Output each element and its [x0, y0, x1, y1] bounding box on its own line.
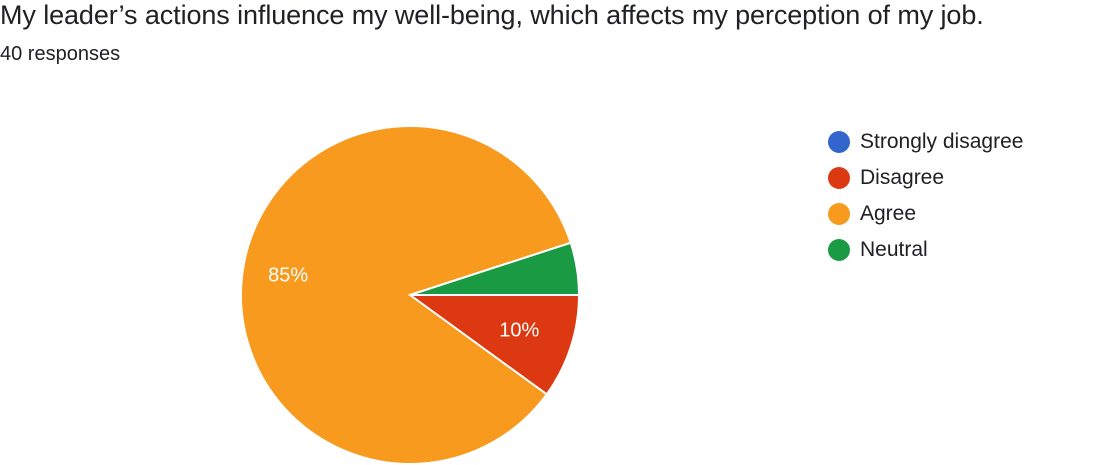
pie-slice-agree[interactable] — [240, 125, 572, 465]
legend-swatch-neutral — [828, 239, 850, 261]
legend-swatch-agree — [828, 203, 850, 225]
pie-label-agree: 85% — [268, 265, 308, 287]
legend-swatch-disagree — [828, 167, 850, 189]
chart-title: My leader’s actions influence my well-be… — [0, 0, 984, 30]
pie-slice-disagree[interactable] — [406, 294, 581, 396]
pie-slice-neutral[interactable] — [409, 241, 581, 296]
legend-swatch-strongly-disagree — [828, 131, 850, 153]
legend: Strongly disagree Disagree Agree Neutral — [828, 124, 1023, 268]
legend-item-disagree[interactable]: Disagree — [828, 160, 1023, 196]
legend-item-strongly-disagree[interactable]: Strongly disagree — [828, 124, 1023, 160]
legend-item-agree[interactable]: Agree — [828, 196, 1023, 232]
legend-label-neutral: Neutral — [860, 238, 928, 261]
legend-label-disagree: Disagree — [860, 166, 945, 189]
legend-label-agree: Agree — [860, 202, 917, 225]
legend-label-strongly-disagree: Strongly disagree — [860, 130, 1024, 153]
pie-label-disagree: 10% — [499, 320, 539, 342]
legend-item-neutral[interactable]: Neutral — [828, 232, 1023, 268]
response-count: 40 responses — [0, 43, 121, 65]
